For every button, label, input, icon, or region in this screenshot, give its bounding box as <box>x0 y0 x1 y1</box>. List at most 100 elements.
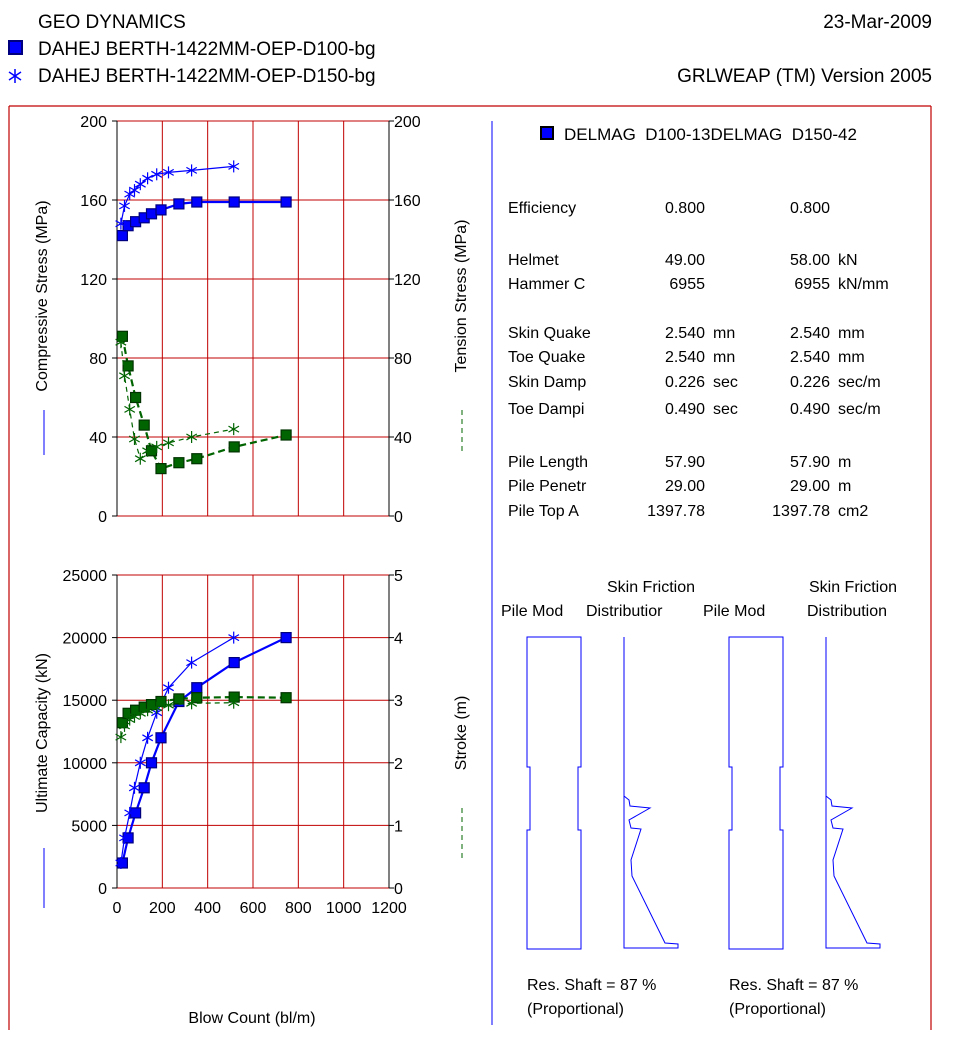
data-point-asterisk <box>142 731 154 744</box>
data-point-square <box>173 198 185 210</box>
proportional-note-1: (Proportional) <box>527 1001 624 1018</box>
case2-asterisk-marker-icon <box>8 69 22 83</box>
skin-friction-distribution-2 <box>825 637 881 949</box>
left-y-tick-label: 25000 <box>63 568 108 585</box>
hammer-row-value-2: 0.800 <box>790 200 830 217</box>
data-point-square <box>122 832 134 844</box>
hammer-row-label: Pile Top A <box>508 503 579 520</box>
hammer-row-value-1: 2.540 <box>665 325 705 342</box>
hammer-parameter-table: Efficiency 0.800 0.800 Helmet 49.00 58.00 kN Ha… <box>508 200 889 520</box>
data-point-square <box>191 453 203 465</box>
hammer-row-value-2: 0.490 <box>790 401 830 418</box>
hammer-row-value-1: 49.00 <box>665 252 705 269</box>
hammer-row-unit-1: mn <box>713 325 735 342</box>
x-tick-label: 1000 <box>326 900 362 917</box>
case1-square-marker-icon <box>8 40 23 55</box>
data-point-asterisk <box>124 188 136 201</box>
distribution-heading-2: Distribution <box>807 603 887 620</box>
data-point-square <box>228 441 240 453</box>
x-tick-label: 400 <box>194 900 221 917</box>
left-y-tick-label: 40 <box>89 430 107 447</box>
data-point-asterisk <box>128 433 140 445</box>
pile-model-2 <box>728 636 784 950</box>
right-y-tick-label: 200 <box>394 114 421 131</box>
hammer-row-unit-2: kN/mm <box>838 276 889 293</box>
hammer-legend-square-icon <box>540 126 554 140</box>
report-date: 23-Mar-2009 <box>823 12 932 33</box>
hammer-row-unit-2: m <box>838 454 851 471</box>
data-point-asterisk <box>119 199 130 212</box>
data-point-square <box>130 807 142 819</box>
data-point-asterisk <box>228 631 240 644</box>
series-line-square-right <box>121 336 287 470</box>
data-point-asterisk <box>186 697 198 710</box>
tension-stress-axis-label: Tension Stress (MPa) <box>453 220 470 373</box>
hammer-row-label: Toe Quake <box>508 349 585 366</box>
data-point-asterisk <box>162 681 174 694</box>
data-point-asterisk <box>128 184 140 197</box>
data-point-square <box>228 656 240 669</box>
left-y-tick-label: 200 <box>80 114 107 131</box>
data-point-asterisk <box>151 701 163 714</box>
data-point-square <box>155 204 167 216</box>
stroke-axis-label: Stroke (m) <box>453 696 470 771</box>
data-point-asterisk <box>151 440 163 453</box>
left-y-tick-label: 10000 <box>63 756 108 773</box>
right-y-tick-label: 2 <box>394 756 403 773</box>
data-point-square <box>138 419 150 431</box>
x-tick-label: 600 <box>240 900 267 917</box>
case2-title: DAHEJ BERTH-1422MM-OEP-D150-bg <box>38 66 376 87</box>
data-point-asterisk <box>186 164 198 177</box>
x-tick-label: 800 <box>285 900 312 917</box>
data-point-asterisk <box>228 423 240 436</box>
x-tick-label: 200 <box>149 900 176 917</box>
series-line-asterisk-right <box>120 342 234 460</box>
hammer-row-value-1: 6955 <box>669 276 705 293</box>
hammer-row-label: Helmet <box>508 252 559 269</box>
data-point-asterisk <box>115 857 127 869</box>
pile-model-heading-2: Pile Mod <box>703 603 765 620</box>
pile-model-heading-1: Pile Mod <box>501 603 563 620</box>
data-point-square <box>280 429 292 441</box>
data-point-square <box>228 196 240 208</box>
right-y-tick-label: 120 <box>394 272 421 289</box>
x-tick-label: 1200 <box>371 900 407 917</box>
res-shaft-1: Res. Shaft = 87 % <box>527 977 656 994</box>
hammer-row-label: Toe Dampi <box>508 401 584 418</box>
hammer-row-value-1: 1397.78 <box>647 503 705 520</box>
right-y-tick-label: 1 <box>394 818 403 835</box>
hammer-row-unit-2: cm2 <box>838 503 868 520</box>
data-point-square <box>191 196 203 208</box>
ultimate-capacity-axis-label: Ultimate Capacity (kN) <box>34 653 51 813</box>
left-y-tick-label: 160 <box>80 193 107 210</box>
data-point-asterisk <box>115 217 127 230</box>
data-point-square <box>191 682 203 694</box>
data-point-square <box>130 391 142 404</box>
hammer-row-unit-1: mn <box>713 349 735 366</box>
company-name: GEO DYNAMICS <box>38 12 186 33</box>
data-point-asterisk <box>119 369 130 382</box>
hammer-row-unit-2: mm <box>838 325 865 342</box>
data-point-asterisk <box>115 336 127 349</box>
data-point-asterisk <box>151 168 163 181</box>
hammer-row-label: Hammer C <box>508 276 585 293</box>
hammer-row-label: Pile Length <box>508 454 588 471</box>
series-line-square-left <box>121 636 287 864</box>
data-point-asterisk <box>119 831 130 844</box>
skin-friction-heading-1: Skin Friction <box>607 579 695 596</box>
skin-friction-heading-2: Skin Friction <box>809 579 897 596</box>
hammer-row-value-2: 0.226 <box>790 374 830 391</box>
right-y-tick-label: 80 <box>394 351 412 368</box>
right-y-tick-label: 5 <box>394 568 403 585</box>
hammer-row-value-2: 1397.78 <box>772 503 830 520</box>
data-point-asterisk <box>119 719 130 732</box>
data-point-square <box>145 208 158 220</box>
hammer-row-value-2: 6955 <box>794 276 830 293</box>
data-point-asterisk <box>134 756 146 769</box>
hammer-row-value-2: 29.00 <box>790 478 830 495</box>
program-version: GRLWEAP (TM) Version 2005 <box>677 66 932 87</box>
data-point-square <box>173 693 185 705</box>
hammer-row-unit-2: sec/m <box>838 374 881 391</box>
data-point-asterisk <box>124 403 136 416</box>
hammer-row-value-1: 0.800 <box>665 200 705 217</box>
